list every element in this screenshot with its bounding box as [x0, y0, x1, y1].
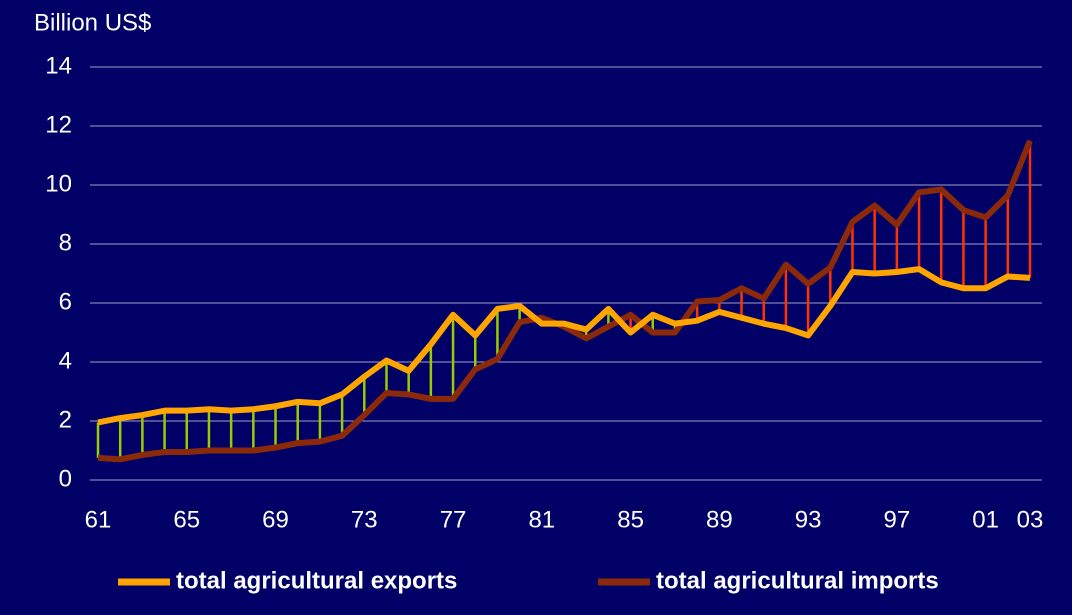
x-tick-label: 93: [795, 506, 822, 533]
y-tick-label: 4: [59, 347, 72, 374]
y-tick-label: 8: [59, 229, 72, 256]
x-tick-label: 65: [173, 506, 200, 533]
y-tick-label: 0: [59, 465, 72, 492]
y-tick-label: 12: [45, 111, 72, 138]
legend-label: total agricultural imports: [656, 567, 939, 594]
y-tick-label: 2: [59, 406, 72, 433]
legend-label: total agricultural exports: [176, 567, 457, 594]
x-tick-label: 81: [528, 506, 555, 533]
y-tick-label: 14: [45, 52, 72, 79]
x-tick-label: 89: [706, 506, 733, 533]
y-tick-label: 10: [45, 170, 72, 197]
y-tick-label: 6: [59, 288, 72, 315]
y-axis-label: Billion US$: [34, 9, 151, 36]
x-tick-label: 73: [351, 506, 378, 533]
x-tick-label: 03: [1017, 506, 1044, 533]
series-line: [97, 266, 1031, 426]
x-tick-label: 77: [440, 506, 467, 533]
x-tick-label: 61: [85, 506, 112, 533]
x-tick-label: 97: [884, 506, 911, 533]
x-tick-label: 01: [972, 506, 999, 533]
x-tick-label: 69: [262, 506, 289, 533]
x-tick-label: 85: [617, 506, 644, 533]
